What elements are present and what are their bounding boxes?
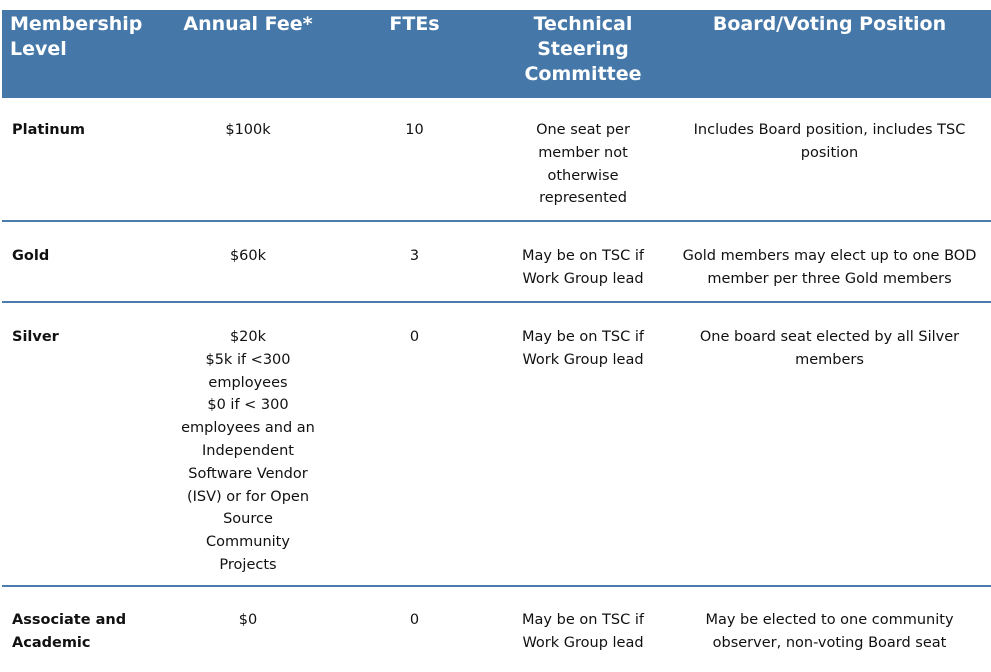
board-cell: One board seat elected by all Silver mem… — [668, 302, 991, 587]
fee-line: $20k — [229, 329, 267, 345]
table-row: Associate and Academic $0 0 May be on TS… — [2, 586, 991, 669]
tsc-cell: May be on TSC if Work Group lead — [498, 302, 668, 587]
fee-cell: $60k — [165, 221, 331, 303]
level-cell: Platinum — [2, 98, 165, 222]
fee-line: $60k — [229, 248, 267, 264]
fee-cell: $100k — [165, 98, 331, 222]
fee-line: $0 — [238, 612, 258, 628]
fee-line: $100k — [225, 122, 271, 138]
header-board-position: Board/Voting Position — [668, 10, 991, 98]
board-cell: Gold members may elect up to one BOD mem… — [668, 221, 991, 303]
membership-table: Membership Level Annual Fee* FTEs Techni… — [2, 10, 991, 669]
fee-cell: $0 — [165, 586, 331, 669]
table-row: Silver $20k $5k if <300 employees $0 if … — [2, 302, 991, 587]
level-cell: Silver — [2, 302, 165, 587]
fee-cell: $20k $5k if <300 employees $0 if < 300 e… — [165, 302, 331, 587]
ftes-cell: 10 — [331, 98, 498, 222]
board-cell: Includes Board position, includes TSC po… — [668, 98, 991, 222]
level-cell: Associate and Academic — [12, 612, 127, 651]
tsc-cell: One seat per member not otherwise repres… — [498, 98, 668, 222]
fee-line: $0 if < 300 employees and an Independent… — [181, 397, 315, 573]
table-row: Platinum $100k 10 One seat per member no… — [2, 98, 991, 222]
board-cell: May be elected to one community observer… — [705, 612, 954, 651]
fee-line: $5k if <300 employees — [205, 351, 291, 391]
tsc-cell: May be on TSC if Work Group lead — [498, 221, 668, 303]
tsc-cell: May be on TSC if Work Group lead — [522, 612, 644, 651]
header-tsc: Technical Steering Committee — [498, 10, 668, 98]
table-row: Gold $60k 3 May be on TSC if Work Group … — [2, 221, 991, 303]
header-annual-fee: Annual Fee* — [165, 10, 331, 98]
header-membership-level: Membership Level — [2, 10, 165, 98]
level-cell: Gold — [2, 221, 165, 303]
header-ftes: FTEs — [331, 10, 498, 98]
ftes-cell: 0 — [331, 302, 498, 587]
header-row: Membership Level Annual Fee* FTEs Techni… — [2, 10, 991, 98]
ftes-cell: 0 — [409, 612, 420, 628]
ftes-cell: 3 — [331, 221, 498, 303]
